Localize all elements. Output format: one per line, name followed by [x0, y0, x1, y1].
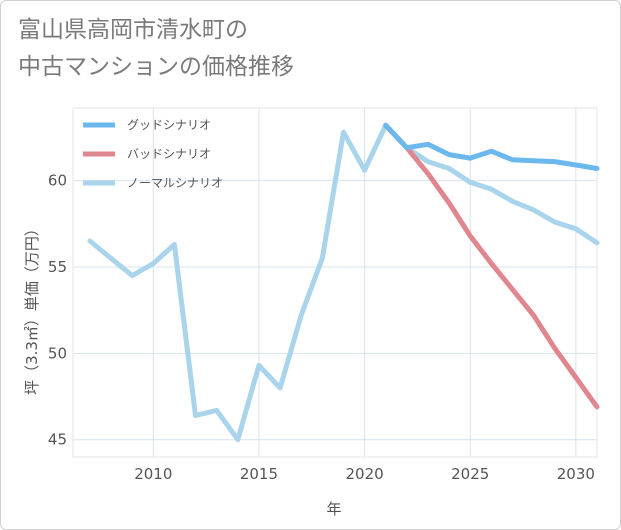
plot-border	[72, 107, 598, 458]
x-tick-label: 2010	[134, 465, 172, 483]
legend-label-2: ノーマルシナリオ	[127, 176, 223, 190]
chart-title-line1: 富山県高岡市清水町の	[18, 17, 248, 43]
x-tick-label: 2030	[557, 465, 595, 483]
series-line-1	[383, 122, 600, 410]
x-tick-label: 2020	[345, 465, 383, 483]
y-tick-label: 60	[48, 172, 67, 190]
y-axis-title: 坪（3.3㎡）単価（万円）	[23, 221, 41, 395]
legend-label-0: グッドシナリオ	[127, 118, 211, 132]
y-tick-label: 55	[48, 258, 67, 276]
x-tick-label: 2025	[451, 465, 489, 483]
y-tick-label: 45	[48, 431, 67, 449]
series-line-0	[383, 122, 600, 171]
chart-title: 富山県高岡市清水町の 中古マンションの価格推移	[18, 12, 294, 86]
axes: 2010 2015 2020 2025 2030 45 50 55 60	[48, 172, 595, 483]
series-line-2	[87, 122, 600, 443]
chart-title-line2: 中古マンションの価格推移	[18, 54, 294, 80]
series-lines	[87, 122, 600, 443]
legend-label-1: バッドシナリオ	[127, 147, 211, 161]
y-tick-label: 50	[48, 344, 67, 362]
x-tick-label: 2015	[240, 465, 278, 483]
x-axis-title: 年	[326, 500, 341, 518]
